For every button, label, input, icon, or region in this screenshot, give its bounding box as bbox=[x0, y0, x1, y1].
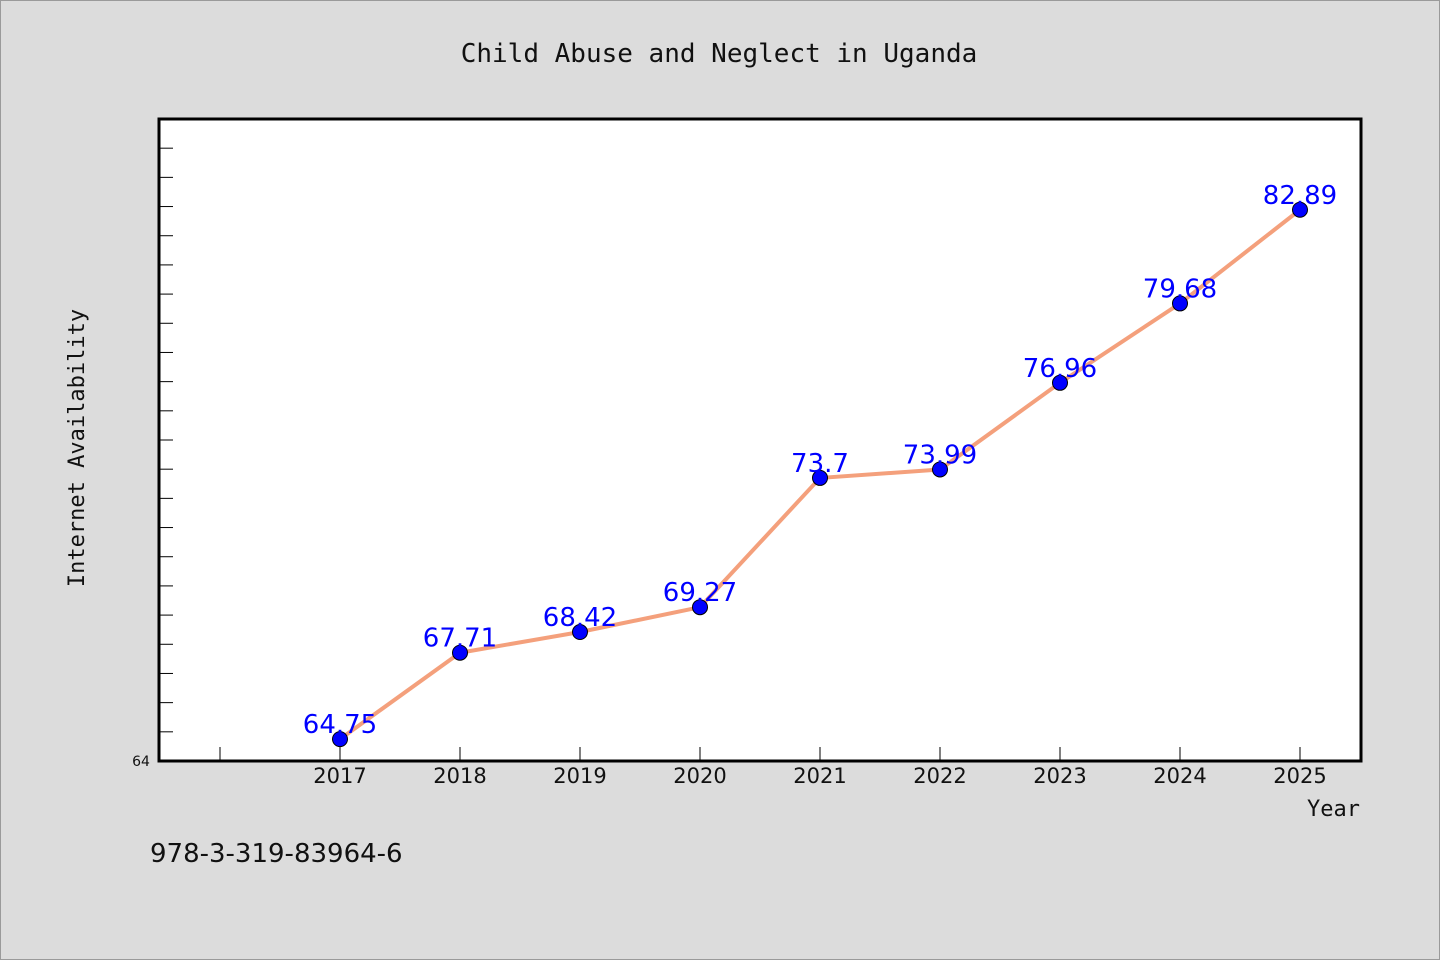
data-label: 64.75 bbox=[303, 710, 377, 740]
x-tick-label: 2022 bbox=[913, 764, 966, 788]
data-label: 69.27 bbox=[663, 578, 737, 608]
x-tick-labels: 2017 2018 2019 2020 2021 2022 2023 2024 2025 bbox=[313, 764, 1326, 788]
data-point bbox=[932, 461, 948, 478]
x-tick-label: 2020 bbox=[673, 764, 726, 788]
data-label: 76.96 bbox=[1023, 354, 1097, 384]
footer-code: 978-3-319-83964-6 bbox=[150, 839, 403, 869]
data-label: 73.99 bbox=[903, 440, 977, 470]
y-axis-ticks bbox=[159, 147, 173, 762]
x-tick-label: 2024 bbox=[1153, 764, 1206, 788]
chart-title: Child Abuse and Neglect in Uganda bbox=[461, 39, 978, 69]
x-axis-ticks bbox=[219, 747, 1301, 761]
data-point bbox=[1292, 201, 1308, 218]
data-point bbox=[692, 599, 708, 616]
x-axis-label: Year bbox=[1307, 797, 1360, 822]
data-labels: 64.75 67.71 68.42 69.27 73.7 73.99 76.96 79.68 8… bbox=[303, 181, 1337, 740]
data-point bbox=[1172, 295, 1188, 312]
data-point bbox=[1052, 374, 1068, 391]
data-label: 82.89 bbox=[1263, 181, 1337, 211]
x-tick-label: 2025 bbox=[1273, 764, 1326, 788]
y-axis-label: Internet Availability bbox=[65, 309, 90, 587]
data-point bbox=[812, 469, 828, 486]
data-label: 79.68 bbox=[1143, 274, 1217, 304]
data-label: 68.42 bbox=[543, 603, 617, 633]
x-tick-label: 2019 bbox=[553, 764, 606, 788]
data-label: 73.7 bbox=[791, 449, 849, 479]
data-point bbox=[572, 624, 588, 641]
x-tick-label: 2018 bbox=[433, 764, 486, 788]
data-label: 67.71 bbox=[423, 624, 497, 654]
data-point bbox=[452, 644, 468, 661]
x-tick-label: 2023 bbox=[1033, 764, 1086, 788]
x-tick-label: 2021 bbox=[793, 764, 846, 788]
data-point bbox=[332, 731, 348, 748]
y-tick-label: 64 bbox=[132, 754, 150, 770]
plot-area bbox=[157, 117, 1363, 763]
x-tick-label: 2017 bbox=[313, 764, 366, 788]
series-markers bbox=[332, 201, 1308, 748]
